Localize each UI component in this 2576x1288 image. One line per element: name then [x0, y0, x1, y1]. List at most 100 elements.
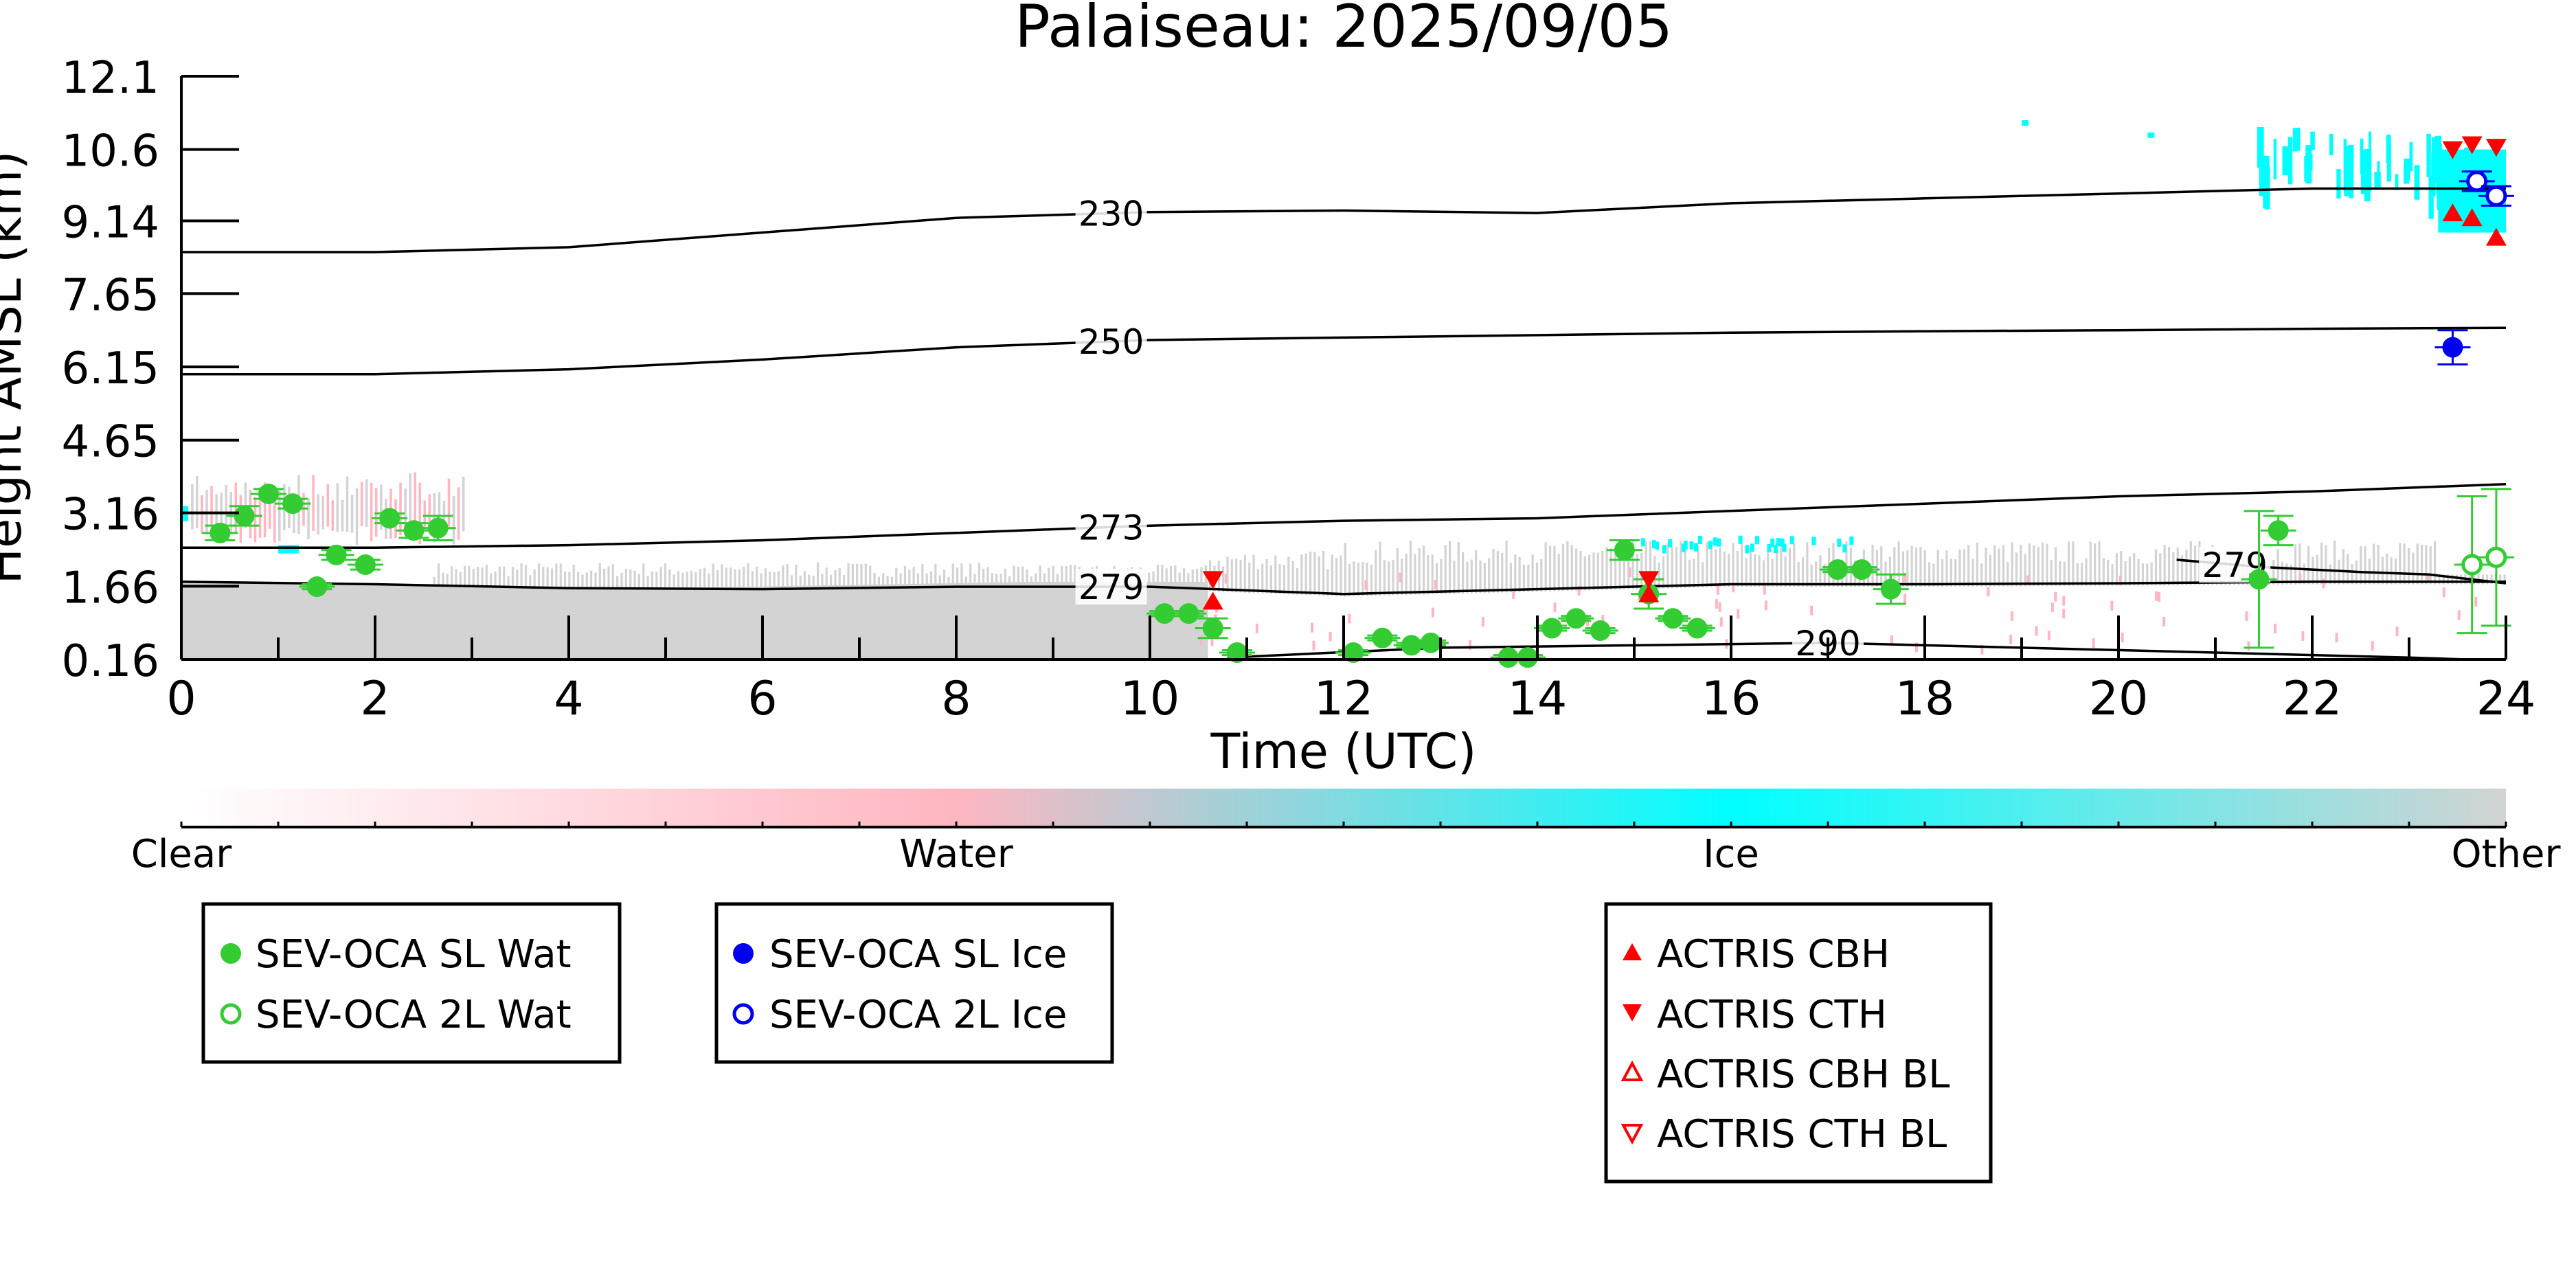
- cloud-speck: [1364, 580, 1368, 590]
- y-tick-label: 12.1: [62, 53, 160, 104]
- cloud-speck: [1980, 644, 1984, 655]
- cloud-speck: [2274, 624, 2277, 634]
- cloud-column: [895, 567, 898, 590]
- cloud-column: [450, 566, 453, 589]
- point-sev-oca-2l-wat: [2485, 546, 2507, 568]
- cloud-column: [651, 572, 654, 591]
- y-ticks: 0.16 1.66 3.16 4.65 6.15 7.65 9.14 10.6 12.1: [62, 53, 239, 687]
- cloud-column: [951, 563, 954, 589]
- cloud-speck: [1732, 583, 1735, 593]
- cloud-speck: [1776, 538, 1781, 547]
- cloud-speck: [1770, 538, 1775, 547]
- cloud-column: [1592, 552, 1595, 591]
- legend-entry-2l-wat: SEV-OCA 2L Wat: [256, 993, 572, 1037]
- cloud-column: [1963, 549, 1965, 587]
- cloud-column: [2451, 574, 2454, 585]
- cloud-column: [2386, 553, 2388, 585]
- cloud-column: [1715, 549, 1717, 587]
- cloud-column: [2024, 554, 2026, 587]
- cloud-column: [603, 568, 606, 591]
- cloud-column: [1248, 562, 1251, 594]
- cloud-column: [991, 573, 993, 589]
- cloud-column: [2137, 558, 2140, 586]
- cloud-column: [882, 573, 885, 590]
- cloud-column: [2351, 563, 2353, 585]
- cloud-column: [607, 566, 610, 591]
- cloud-column: [803, 571, 806, 591]
- cloud-column: [1932, 563, 1935, 587]
- point-sev-oca-sl-wat: [326, 544, 347, 565]
- cloud-column: [655, 572, 658, 591]
- cloud-column: [1914, 547, 1918, 587]
- cloud-column: [446, 574, 449, 589]
- cloud-column: [220, 492, 223, 541]
- cloud-column: [1728, 554, 1730, 587]
- cloud-column: [1156, 565, 1160, 589]
- cloud-column: [1392, 559, 1394, 596]
- y-tick-label: 3.16: [62, 490, 160, 541]
- cloud-column: [1340, 555, 1342, 597]
- point-sev-oca-sl-wat: [379, 508, 400, 529]
- point-actris-cbh: [2485, 227, 2507, 246]
- cloud-column: [1509, 563, 1513, 593]
- cloud-speck: [1312, 640, 1315, 651]
- cloud-column: [1806, 542, 1809, 587]
- cloud-speck: [1754, 536, 1759, 545]
- cloud-speck: [2155, 591, 2158, 601]
- cloud-column: [2320, 542, 2323, 585]
- cloud-speck: [2011, 611, 2014, 621]
- cloud-column: [442, 572, 444, 589]
- cloud-column: [1013, 565, 1015, 589]
- cloud-column: [616, 576, 619, 591]
- cloud-column: [1331, 554, 1333, 596]
- cloud-column: [773, 572, 776, 591]
- cloud-column: [2059, 561, 2061, 587]
- cloud-column: [1475, 550, 1478, 594]
- cloud-column: [982, 568, 985, 589]
- isotherm-label-273: 273: [1078, 508, 1144, 547]
- point-sev-oca-sl-wat: [1498, 647, 1519, 668]
- point-actris-cth: [1202, 571, 1223, 589]
- cloud-column: [346, 476, 349, 532]
- cloud-column: [825, 567, 828, 591]
- isotherm-line-230: [181, 187, 2506, 253]
- cloud-column: [816, 562, 820, 591]
- cloud-column: [1448, 541, 1451, 594]
- cloud-column: [2063, 561, 2066, 587]
- cloud-column: [1405, 553, 1408, 596]
- cloud-speck: [1842, 544, 1847, 553]
- cloud-column: [2272, 559, 2275, 585]
- cloud-speck: [2062, 609, 2066, 619]
- legend-box-actris: ACTRIS CBH ACTRIS CTH ACTRIS CBH BL ACTR…: [1604, 902, 1993, 1184]
- cloud-column: [2429, 546, 2432, 585]
- cloud-streak: [2336, 169, 2341, 199]
- cloud-streak: [2273, 139, 2277, 180]
- cloud-column: [1797, 561, 1800, 587]
- cloud-column: [1971, 558, 1974, 587]
- point-sev-oca-sl-wat: [1566, 608, 1587, 629]
- cloud-column: [703, 567, 706, 591]
- x-tick-label: 2: [360, 672, 389, 726]
- cloud-column: [1035, 573, 1037, 589]
- cloud-column: [916, 573, 920, 590]
- cloud-speck: [1311, 622, 1314, 633]
- cloud-column: [1548, 545, 1552, 591]
- cloud-column: [1169, 565, 1173, 590]
- cloud-column: [2490, 574, 2493, 585]
- cloud-column: [2329, 564, 2331, 585]
- point-sev-oca-sl-wat: [234, 505, 255, 526]
- phase-colorbar: Clear Water Ice Other: [131, 789, 2561, 877]
- cloud-column: [1710, 545, 1713, 587]
- y-axis-label: Height AMSL (km): [0, 151, 32, 585]
- cloud-column: [2072, 541, 2075, 586]
- plot-axes: [180, 76, 2506, 661]
- cloud-column: [1174, 565, 1177, 590]
- cloud-speck: [2426, 573, 2430, 583]
- cloud-column: [1736, 551, 1739, 587]
- cloud-column: [2141, 563, 2145, 586]
- cloud-column: [1671, 547, 1673, 589]
- cloud-column: [2120, 551, 2123, 586]
- cloud-column: [964, 576, 967, 589]
- cloud-column: [960, 563, 963, 589]
- cloud-column: [331, 500, 335, 531]
